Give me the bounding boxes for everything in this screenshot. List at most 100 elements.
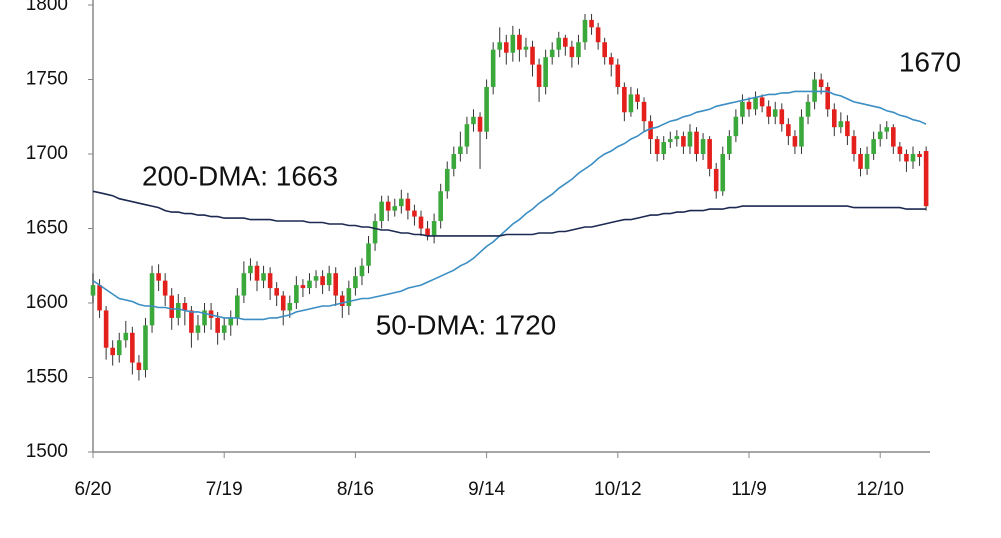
candle-body <box>759 97 765 107</box>
candle-body <box>235 295 240 318</box>
candle-body <box>766 106 771 117</box>
x-tick-label: 10/12 <box>594 479 642 500</box>
candle-body <box>772 109 778 117</box>
candle-body <box>556 37 562 50</box>
candle-body <box>608 57 614 65</box>
candle-body <box>221 325 227 333</box>
candle-body <box>405 198 411 211</box>
candle-body <box>372 221 378 244</box>
candle-body <box>851 136 857 154</box>
candle-body <box>536 64 542 87</box>
candle-body <box>713 168 719 192</box>
candle-body <box>116 340 122 356</box>
candle-body <box>891 127 896 147</box>
candle-body <box>110 347 115 356</box>
y-tick-label: 1750 <box>26 69 68 90</box>
candle-body <box>287 303 293 311</box>
candle-body <box>654 139 660 154</box>
candle-body <box>313 276 319 281</box>
candle-body <box>241 273 247 296</box>
candle-body <box>576 42 581 58</box>
candle-body <box>267 273 273 289</box>
candle-body <box>444 168 450 192</box>
candle-body <box>123 332 129 341</box>
y-tick-label: 1650 <box>26 218 68 239</box>
moving-average-line <box>92 90 927 321</box>
y-tick-label: 1500 <box>26 441 68 462</box>
candle-body <box>346 288 352 306</box>
candle-body <box>549 49 555 58</box>
candle-body <box>602 42 607 58</box>
candle-body <box>838 121 844 128</box>
candle-body <box>569 46 575 58</box>
candle-body <box>779 109 785 125</box>
candle-body <box>523 46 529 50</box>
candle-body <box>825 86 831 110</box>
candle-body <box>818 79 824 87</box>
x-tick-label: 9/14 <box>468 479 505 500</box>
candle-body <box>149 273 155 326</box>
candle-body <box>694 131 699 154</box>
y-tick-label: 1800 <box>26 0 68 15</box>
candle-body <box>215 317 220 333</box>
candle-body <box>477 116 483 132</box>
candle-body <box>497 42 503 50</box>
candle-body <box>425 228 430 236</box>
candle-body <box>831 109 837 128</box>
candle-body <box>90 285 96 296</box>
candle-body <box>228 317 234 326</box>
candle-body <box>471 116 476 125</box>
candle-body <box>667 139 673 143</box>
candle-body <box>326 273 332 286</box>
candle-body <box>359 265 365 277</box>
candle-body <box>635 94 640 102</box>
candle-body <box>648 121 653 140</box>
candle-body <box>595 27 601 43</box>
candle-body <box>674 136 680 140</box>
candle-body <box>412 210 417 217</box>
candle-body <box>418 216 424 229</box>
candle-body <box>687 131 693 147</box>
candle-body <box>379 201 384 222</box>
moving-average-line <box>92 190 927 237</box>
candle-body <box>97 285 102 311</box>
last-price-annotation: 1670 <box>899 46 961 77</box>
candle-body <box>162 280 168 296</box>
candle-body <box>622 86 627 113</box>
x-tick-label: 6/20 <box>75 479 112 500</box>
candle-body <box>169 295 175 318</box>
candle-body <box>438 191 443 222</box>
candle-body <box>786 124 791 137</box>
candle-body <box>294 285 299 303</box>
candle-body <box>904 154 909 162</box>
candle-body <box>300 285 306 289</box>
y-tick-label: 1550 <box>26 367 68 388</box>
candle-body <box>339 295 345 306</box>
candle-body <box>464 124 470 147</box>
x-tick-label: 7/19 <box>206 479 243 500</box>
candle-body <box>792 136 798 147</box>
candle-body <box>399 198 404 207</box>
candle-body <box>871 139 876 154</box>
candle-body <box>307 280 312 289</box>
candle-body <box>681 136 686 147</box>
candle-body <box>884 127 890 132</box>
x-tick-label: 11/9 <box>731 479 767 500</box>
candle-body <box>248 265 253 274</box>
candle-body <box>254 265 260 281</box>
candle-body <box>615 64 621 87</box>
candle-body <box>333 273 339 296</box>
candle-body <box>589 19 594 28</box>
candle-body <box>195 325 201 333</box>
candle-body <box>202 310 207 326</box>
candle-body <box>877 131 883 140</box>
candle-body <box>543 57 548 87</box>
candle-body <box>503 42 509 53</box>
candle-body <box>530 46 535 65</box>
candle-body <box>143 325 148 371</box>
candle-body <box>923 151 929 207</box>
candle-body <box>661 142 667 154</box>
candle-body <box>582 19 588 43</box>
candle-body <box>261 273 266 281</box>
candle-body <box>563 37 568 47</box>
